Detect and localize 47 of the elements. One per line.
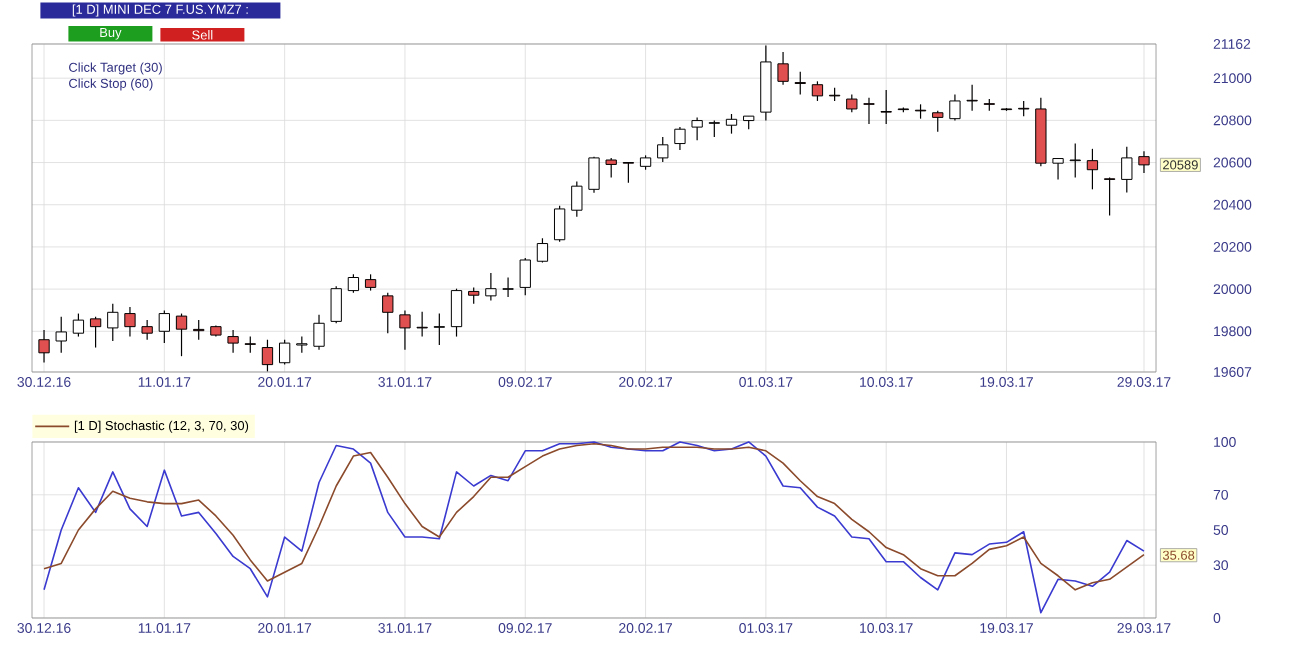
candlestick: [725, 113, 738, 135]
candlestick: [313, 314, 325, 351]
candlestick: [949, 94, 961, 122]
candlestick: [158, 309, 170, 344]
candlestick: [1138, 150, 1150, 174]
candlestick: [502, 276, 514, 298]
candlestick: [674, 126, 686, 151]
candlestick: [450, 288, 463, 338]
candlestick: [330, 285, 342, 324]
candlestick: [691, 116, 703, 141]
candlestick: [1121, 146, 1133, 194]
candlestick: [124, 306, 136, 338]
candlestick: [347, 273, 360, 294]
candlestick: [433, 312, 445, 346]
candlestick: [777, 51, 789, 86]
candlestick: [141, 319, 153, 341]
candlestick: [72, 312, 85, 338]
candlestick: [605, 157, 617, 179]
candlestick: [382, 292, 394, 334]
candlestick: [193, 319, 205, 341]
candlestick: [657, 136, 669, 163]
candlestick: [553, 205, 566, 243]
candlestick: [880, 89, 892, 125]
candlestick: [278, 339, 291, 366]
candlestick: [794, 71, 806, 96]
candlestick: [175, 312, 188, 357]
candlestick: [416, 311, 428, 338]
candlestick: [38, 329, 50, 364]
candlestick: [1103, 176, 1116, 217]
candlestick: [811, 80, 824, 102]
candlestick: [55, 316, 67, 354]
candlestick: [966, 84, 978, 112]
candlestick: [261, 339, 274, 372]
candlestick: [89, 316, 102, 349]
candlestick: [399, 309, 411, 351]
candlestick: [227, 329, 239, 354]
candlestick: [485, 272, 497, 302]
candlestick: [519, 257, 531, 296]
candlestick: [536, 237, 549, 264]
candlestick: [1069, 142, 1081, 179]
candlestick: [1052, 157, 1064, 181]
candlestick: [571, 180, 583, 218]
candlestick: [1086, 148, 1099, 190]
candlestick: [863, 97, 875, 125]
candlestick: [107, 303, 119, 342]
candlestick: [588, 156, 600, 194]
candlestick: [932, 110, 944, 133]
